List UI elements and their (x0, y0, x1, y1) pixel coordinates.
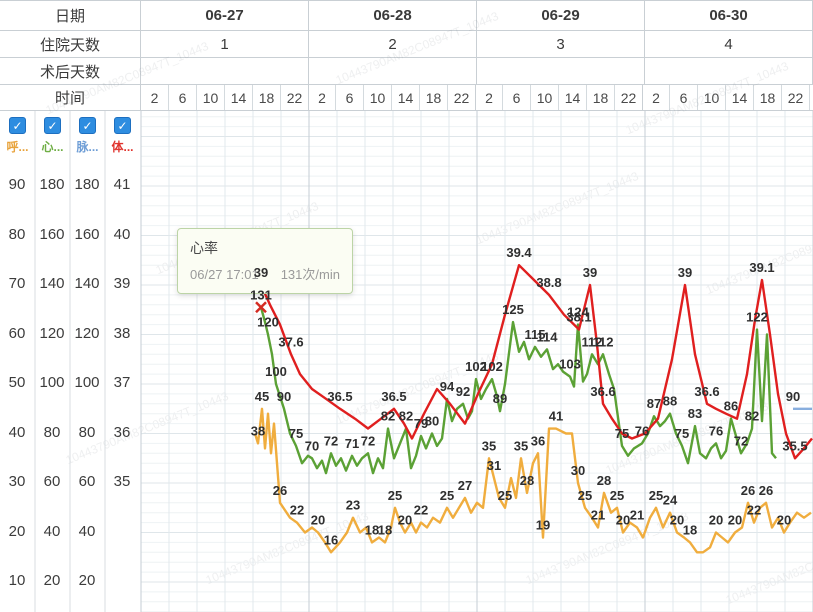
tooltip-series-title: 心率 (190, 240, 218, 256)
hospital-day-2: 2 (309, 31, 477, 57)
series-line-resp (253, 407, 812, 554)
series-legend: ✓ 呼... ✓ 心... ✓ 脉... ✓ 体... (0, 111, 141, 156)
axis-hr-160: 160 (39, 225, 65, 243)
postop-day-cell-1 (309, 58, 477, 84)
axis-temp-40: 40 (113, 225, 131, 243)
axis-pulse-100: 100 (74, 374, 100, 391)
axis-hr-100: 100 (39, 374, 65, 391)
time-row: 时间 2 6 10 14 18 22 2 6 10 14 18 22 2 6 10 14 18 22 2 6 10 14 1… (0, 85, 813, 111)
time-cell-06-27-10: 10 (197, 85, 225, 110)
date-row-label: 日期 (0, 1, 141, 30)
legend-item-heart-rate: ✓ 心... (35, 111, 70, 156)
axis-pulse-80: 80 (78, 423, 96, 441)
axis-temp-41: 41 (113, 176, 131, 193)
axis-pulse-60: 60 (78, 473, 96, 490)
axis-pulse-140: 140 (74, 275, 100, 292)
time-cell-06-28-14: 14 (392, 85, 420, 110)
axis-temp-36: 36 (113, 423, 131, 441)
axis-hr-180: 180 (39, 176, 65, 193)
date-cell-06-29: 06-29 (477, 1, 645, 30)
time-cell-06-30-18: 18 (754, 85, 782, 110)
axis-resp-10: 10 (8, 572, 26, 589)
postop-day-cell-2 (477, 58, 645, 84)
legend-item-respiration: ✓ 呼... (0, 111, 35, 156)
time-cell-06-29-2: 2 (475, 85, 503, 110)
hospital-day-3: 3 (477, 31, 645, 57)
tooltip: 心率 06/27 17:01 131次/min (177, 228, 353, 294)
time-cell-06-30-10: 10 (698, 85, 726, 110)
axis-resp-30: 30 (8, 473, 26, 490)
checkbox-temperature[interactable]: ✓ (114, 117, 131, 134)
axis-hr-20: 20 (43, 572, 61, 589)
time-cell-06-30-22: 22 (782, 85, 810, 110)
date-cell-06-27: 06-27 (141, 1, 309, 30)
time-cell-06-27-6: 6 (169, 85, 197, 110)
axis-temp-35: 35 (113, 473, 131, 490)
time-cell-06-28-2: 2 (308, 85, 336, 110)
series-line-hr (259, 306, 777, 475)
axis-hr-140: 140 (39, 275, 65, 292)
axis-temp-38: 38 (113, 324, 131, 342)
hospital-days-label: 住院天数 (0, 31, 141, 57)
time-cell-06-30-6: 6 (670, 85, 698, 110)
axis-resp-70: 70 (8, 275, 26, 292)
axis-hr-120: 120 (39, 324, 65, 342)
legend-item-temperature: ✓ 体... (105, 111, 140, 156)
tooltip-time: 06/27 17:01 (190, 267, 259, 282)
legend-label-temperature[interactable]: 体... (111, 140, 134, 154)
axis-resp-50: 50 (8, 374, 26, 391)
legend-label-pulse[interactable]: 脉... (76, 140, 99, 154)
postop-day-cell-0 (141, 58, 309, 84)
axis-resp-40: 40 (8, 423, 26, 441)
time-cell-06-28-10: 10 (364, 85, 392, 110)
axis-resp-60: 60 (8, 324, 26, 342)
time-cell-06-27-2: 2 (141, 85, 169, 110)
postop-days-label: 术后天数 (0, 58, 141, 84)
time-cell-06-27-14: 14 (225, 85, 253, 110)
tooltip-detail: 06/27 17:01 131次/min (190, 264, 340, 283)
axis-hr-40: 40 (43, 522, 61, 540)
series-line-temp (259, 264, 813, 460)
axis-hr-80: 80 (43, 423, 61, 441)
legend-label-respiration[interactable]: 呼... (6, 140, 29, 154)
axis-pulse-180: 180 (74, 176, 100, 193)
date-cells: 06-27 06-28 06-29 06-30 (141, 1, 813, 30)
legend-item-pulse: ✓ 脉... (70, 111, 105, 156)
axis-resp-80: 80 (8, 225, 26, 243)
date-cell-06-28: 06-28 (309, 1, 477, 30)
time-cell-06-30-2: 2 (642, 85, 670, 110)
checkbox-heart-rate[interactable]: ✓ (44, 117, 61, 134)
time-cell-06-29-10: 10 (531, 85, 559, 110)
time-cell-06-28-6: 6 (336, 85, 364, 110)
axis-temp-39: 39 (113, 275, 131, 292)
checkbox-respiration[interactable]: ✓ (9, 117, 26, 134)
time-cell-06-27-18: 18 (253, 85, 281, 110)
time-cell-06-28-18: 18 (420, 85, 448, 110)
axis-temp-37: 37 (113, 374, 131, 391)
hospital-day-1: 1 (141, 31, 309, 57)
time-cell-06-29-14: 14 (559, 85, 587, 110)
time-cells: 2 6 10 14 18 22 2 6 10 14 18 22 2 6 10 14 18 22 2 6 10 14 18 22 (141, 85, 813, 110)
date-row: 日期 06-27 06-28 06-29 06-30 (0, 1, 813, 31)
checkbox-pulse[interactable]: ✓ (79, 117, 96, 134)
axis-pulse-40: 40 (78, 522, 96, 540)
axis-pulse-160: 160 (74, 225, 100, 243)
axis-resp-90: 90 (8, 176, 26, 193)
time-cell-06-29-6: 6 (503, 85, 531, 110)
time-row-label: 时间 (0, 85, 141, 110)
time-cell-06-29-18: 18 (587, 85, 615, 110)
axis-pulse-120: 120 (74, 324, 100, 342)
axis-resp-20: 20 (8, 522, 26, 540)
legend-label-heart-rate[interactable]: 心... (41, 140, 64, 154)
axis-hr-60: 60 (43, 473, 61, 490)
time-cell-06-30-14: 14 (726, 85, 754, 110)
tooltip-value: 131次/min (280, 267, 340, 282)
axis-pulse-20: 20 (78, 572, 96, 589)
